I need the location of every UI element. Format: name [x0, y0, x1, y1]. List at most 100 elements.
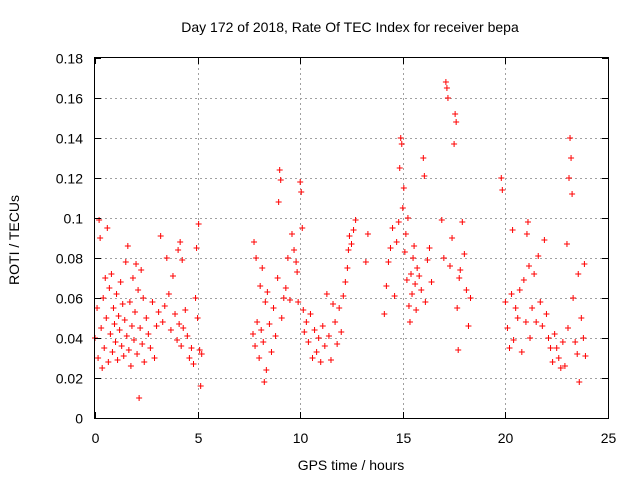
data-point	[578, 315, 585, 321]
data-point	[137, 325, 144, 331]
data-point	[529, 305, 536, 311]
data-point	[188, 345, 195, 351]
x-tick-label: 20	[498, 430, 514, 446]
data-point	[278, 315, 285, 321]
data-point	[184, 333, 191, 339]
data-point	[275, 199, 282, 205]
data-point	[509, 227, 516, 233]
data-point	[535, 253, 542, 259]
data-point	[344, 265, 351, 271]
data-point	[195, 221, 202, 227]
x-tick-label: 25	[601, 430, 617, 446]
data-point	[282, 285, 289, 291]
data-point	[301, 329, 308, 335]
data-point	[581, 261, 588, 267]
data-point	[194, 315, 201, 321]
data-point	[381, 311, 388, 317]
data-point	[405, 303, 412, 309]
data-point	[412, 281, 419, 287]
data-point	[153, 323, 160, 329]
data-markers	[92, 79, 589, 401]
y-tick-label: 0.18	[56, 51, 83, 67]
data-point	[300, 307, 307, 313]
data-point	[383, 283, 390, 289]
data-point	[139, 341, 146, 347]
data-point	[362, 259, 369, 265]
data-point	[520, 277, 527, 283]
data-point	[498, 175, 505, 181]
data-point	[100, 295, 107, 301]
data-point	[98, 325, 105, 331]
data-point	[400, 185, 407, 191]
data-point	[134, 351, 141, 357]
data-point	[338, 329, 345, 335]
data-point	[533, 319, 540, 325]
data-point	[413, 307, 420, 313]
y-tick-label: 0.14	[56, 131, 83, 147]
data-point	[293, 259, 300, 265]
data-point	[428, 279, 435, 285]
data-point	[182, 307, 189, 313]
data-point	[399, 205, 406, 211]
data-point	[276, 167, 283, 173]
data-point	[197, 383, 204, 389]
x-axis-title: GPS time / hours	[298, 457, 405, 473]
data-point	[102, 275, 109, 281]
data-point	[260, 339, 267, 345]
data-point	[112, 339, 119, 345]
data-point	[115, 313, 122, 319]
data-point	[395, 219, 402, 225]
data-point	[257, 283, 264, 289]
data-point	[268, 349, 275, 355]
data-point	[512, 305, 519, 311]
data-point	[325, 333, 332, 339]
data-point	[541, 237, 548, 243]
data-point	[330, 301, 337, 307]
data-point	[155, 309, 162, 315]
data-point	[196, 347, 203, 353]
data-point	[109, 349, 116, 355]
data-point	[406, 319, 413, 325]
data-point	[272, 333, 279, 339]
data-point	[514, 315, 521, 321]
data-point	[452, 111, 459, 117]
data-point	[261, 379, 268, 385]
data-point	[151, 355, 158, 361]
data-point	[396, 165, 403, 171]
data-point	[453, 119, 460, 125]
data-point	[539, 323, 546, 329]
data-point	[561, 363, 568, 369]
data-point	[402, 231, 409, 237]
data-point	[559, 339, 566, 345]
data-point	[346, 233, 353, 239]
data-point	[455, 347, 462, 353]
data-point	[454, 305, 461, 311]
data-point	[456, 275, 463, 281]
data-point	[263, 367, 270, 373]
data-point	[502, 299, 509, 305]
grid-lines	[95, 58, 608, 418]
data-point	[568, 155, 575, 161]
data-point	[317, 359, 324, 365]
data-point	[256, 355, 263, 361]
data-point	[426, 245, 433, 251]
y-tick-label: 0.06	[56, 291, 83, 307]
data-point	[465, 323, 472, 329]
data-point	[251, 239, 258, 245]
data-point	[250, 331, 257, 337]
data-point	[518, 349, 525, 355]
data-point	[288, 231, 295, 237]
data-point	[286, 297, 293, 303]
data-point	[145, 331, 152, 337]
data-point	[107, 331, 114, 337]
data-point	[547, 345, 554, 351]
data-point	[422, 299, 429, 305]
data-point	[141, 359, 148, 365]
data-point	[332, 319, 339, 325]
x-tick-label: 10	[293, 430, 309, 446]
data-point	[385, 259, 392, 265]
data-point	[319, 323, 326, 329]
data-point	[147, 345, 154, 351]
data-point	[315, 335, 322, 341]
data-point	[569, 191, 576, 197]
